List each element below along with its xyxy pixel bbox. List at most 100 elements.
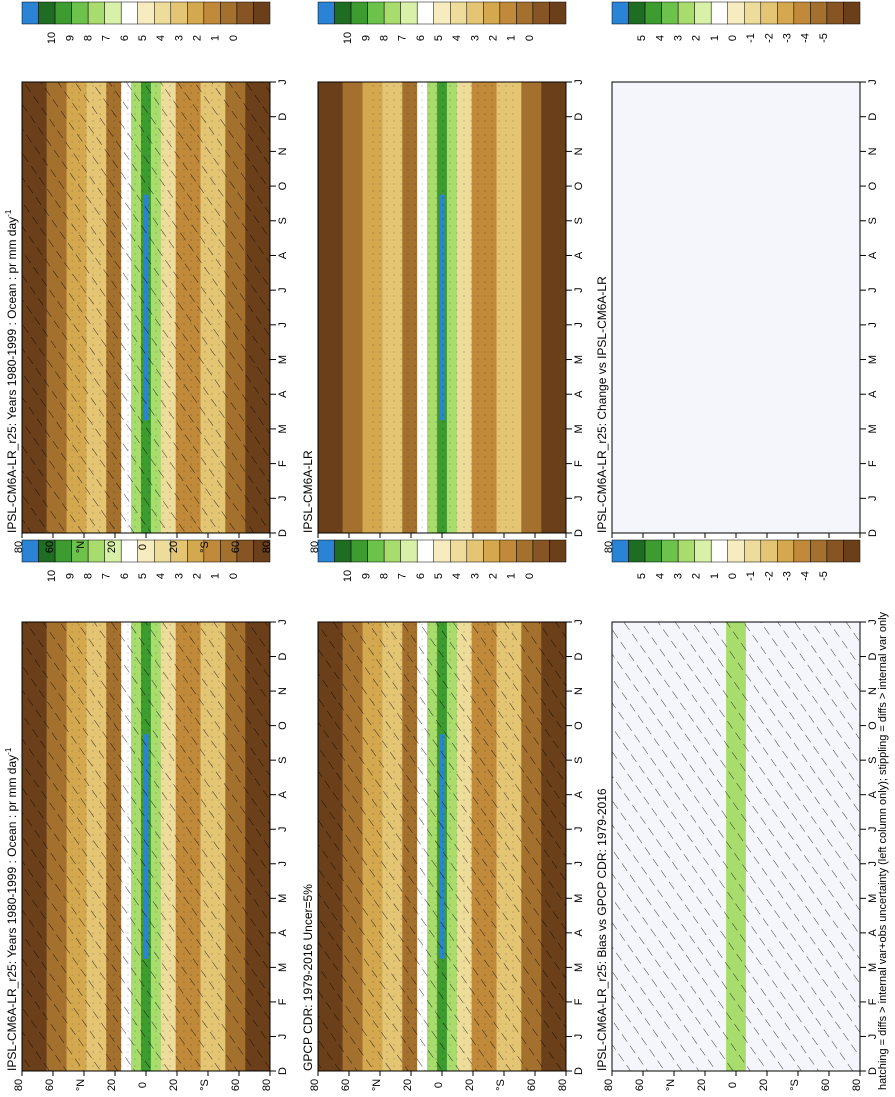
month-tick-label: J: [867, 861, 879, 867]
month-tick-label: M: [573, 894, 585, 903]
month-tick-label: A: [867, 390, 879, 398]
month-tick-label: J: [867, 619, 879, 625]
colorbar-swatch: [677, 1, 695, 25]
colorbar-swatch: [727, 539, 745, 563]
lat-tick-label: 80: [309, 1079, 321, 1091]
colorbar-label: -5: [818, 33, 830, 43]
colorbar-label: 4: [451, 35, 463, 41]
colorbar-swatch: [760, 1, 778, 25]
lat-tick-label: 20: [758, 1079, 770, 1091]
colorbar-label: 2: [192, 573, 204, 579]
lat-tick-label: 80: [557, 1079, 569, 1091]
colorbar-label: 2: [488, 35, 500, 41]
month-tick-label: A: [573, 251, 585, 259]
month-tick-label: F: [867, 998, 879, 1005]
colorbar-label: 1: [709, 35, 721, 41]
lat-tick-label: 20: [106, 1079, 118, 1091]
colorbar-swatch: [334, 1, 352, 25]
panel-title-superscript: -1: [4, 747, 13, 755]
colorbar-label: 2: [691, 35, 703, 41]
colorbar-label: 3: [672, 35, 684, 41]
colorbar-label: 0: [228, 573, 240, 579]
colorbar-label: 5: [636, 573, 648, 579]
colorbar-swatch: [317, 1, 335, 25]
colorbar-label: 9: [64, 573, 76, 579]
colorbar-swatch: [400, 539, 418, 563]
month-tick-label: D: [867, 113, 879, 121]
month-tick-label: F: [867, 460, 879, 467]
month-tick-label: M: [277, 424, 289, 433]
colorbar-label: 0: [524, 573, 536, 579]
colorbar-swatch: [628, 1, 646, 25]
colorbar-label: 0: [524, 35, 536, 41]
panel-title-superscript: -1: [4, 209, 13, 217]
colorbar-label: 3: [469, 573, 481, 579]
colorbar-label: 10: [342, 32, 354, 44]
colorbar-swatch: [137, 1, 155, 25]
month-tick-label: D: [867, 653, 879, 661]
month-tick-label: J: [573, 619, 585, 625]
month-tick-label: N: [867, 147, 879, 155]
colorbar-swatch: [466, 539, 484, 563]
month-tick-label: N: [277, 147, 289, 155]
month-tick-label: A: [573, 390, 585, 398]
colorbar-label: 4: [654, 35, 666, 41]
month-tick-label: M: [867, 894, 879, 903]
colorbar-swatch: [38, 1, 56, 25]
field-band: [318, 82, 343, 533]
colorbar-swatch: [220, 1, 238, 25]
panel-title: GPCP CDR: 1979-2016 Uncer=5%: [301, 884, 315, 1071]
colorbar-swatch: [317, 539, 335, 563]
colorbar-label: 3: [173, 35, 185, 41]
lat-tick-label: °S: [789, 1079, 801, 1091]
month-tick-label: D: [573, 529, 585, 537]
colorbar-label: 1: [506, 573, 518, 579]
month-tick-label: J: [573, 1034, 585, 1040]
lat-tick-label: °N: [75, 541, 87, 553]
field-band: [521, 82, 542, 533]
colorbar-label: -2: [763, 33, 775, 43]
month-tick-label: D: [573, 653, 585, 661]
colorbar-swatch: [628, 539, 646, 563]
month-tick-label: S: [867, 217, 879, 224]
panel-field: [612, 82, 860, 533]
lat-tick-label: 60: [820, 1079, 832, 1091]
colorbar-label: -5: [818, 571, 830, 581]
colorbar-swatch: [120, 539, 138, 563]
month-tick-label: J: [277, 322, 289, 328]
lat-tick-label: 20: [106, 541, 118, 553]
month-tick-label: O: [573, 721, 585, 730]
colorbar-swatch: [499, 1, 517, 25]
colorbar-swatch: [87, 539, 105, 563]
month-tick-label: D: [573, 113, 585, 121]
colorbar-swatch: [727, 1, 745, 25]
colorbar-label: 3: [173, 573, 185, 579]
colorbar-swatch: [744, 539, 762, 563]
lat-tick-label: 20: [464, 1079, 476, 1091]
colorbar-label: 1: [210, 573, 222, 579]
colorbar-label: -4: [800, 33, 812, 43]
month-tick-label: J: [573, 322, 585, 328]
month-tick-label: M: [277, 894, 289, 903]
colorbar-swatch: [450, 1, 468, 25]
panel-title: IPSL-CM6A-LR_r25: Years 1980-1999 : Ocea…: [4, 209, 19, 533]
lat-tick-label: °N: [75, 1079, 87, 1091]
month-tick-label: J: [277, 496, 289, 502]
colorbar-swatch: [87, 1, 105, 25]
colorbar-swatch: [760, 539, 778, 563]
stippling: [367, 82, 517, 533]
colorbar-label: -1: [745, 33, 757, 43]
colorbar-label: 10: [46, 32, 58, 44]
lat-tick-label: 20: [168, 541, 180, 553]
month-tick-label: S: [277, 756, 289, 763]
month-tick-label: M: [867, 963, 879, 972]
colorbar-swatch: [710, 1, 728, 25]
colorbar-swatch: [350, 539, 368, 563]
lat-tick-label: 80: [261, 1079, 273, 1091]
panel-title: IPSL-CM6A-LR_r25: Bias vs GPCP CDR: 1979…: [595, 788, 609, 1071]
colorbar-swatch: [826, 1, 844, 25]
colorbar-label: 0: [727, 573, 739, 579]
month-tick-label: S: [867, 756, 879, 763]
stippling: [367, 622, 517, 1071]
